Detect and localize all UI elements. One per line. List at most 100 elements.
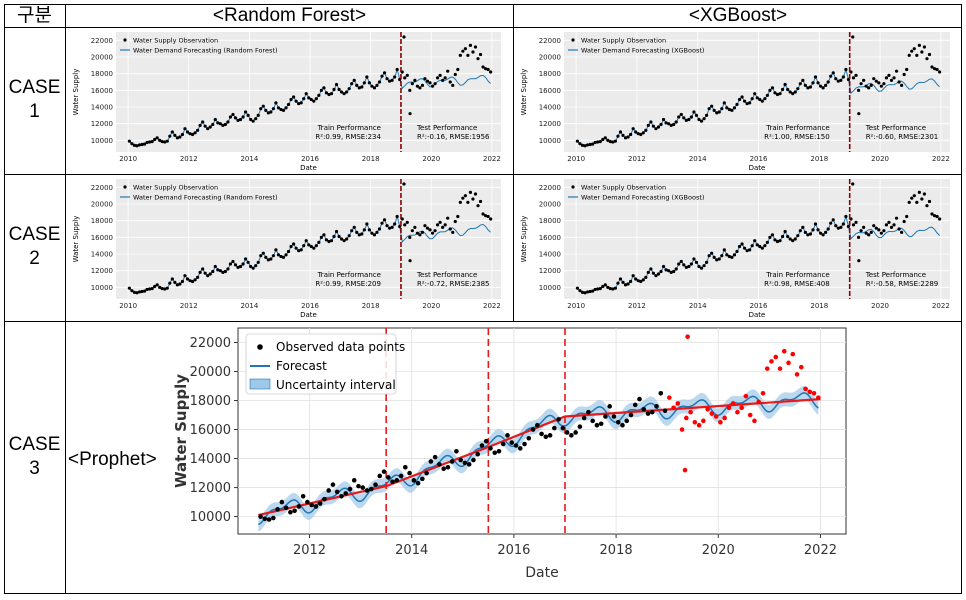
- observation-point: [163, 287, 167, 291]
- legend-forecast-label: Water Demand Forecasting (XGBoost): [581, 47, 704, 55]
- observation-point: [834, 224, 838, 228]
- observation-point: [410, 229, 414, 233]
- observation-point: [745, 102, 749, 106]
- observation-point: [370, 231, 374, 235]
- observation-point: [218, 269, 222, 273]
- observation-point: [319, 88, 323, 92]
- x-tick-label: 2010: [567, 155, 585, 163]
- observation-point: [629, 279, 633, 284]
- observation-point: [213, 117, 217, 122]
- observation-point: [180, 279, 185, 284]
- observation-point: [677, 115, 681, 119]
- x-tick-label: 2020: [702, 543, 735, 558]
- observation-point: [350, 82, 354, 86]
- observation-point: [613, 286, 618, 290]
- y-tick-label: 14000: [539, 251, 561, 259]
- observation-point: [435, 223, 440, 227]
- observation-point: [778, 239, 782, 243]
- observation-point: [489, 217, 493, 221]
- observation-point: [907, 53, 911, 57]
- observation-point: [279, 107, 283, 112]
- observation-point: [140, 142, 144, 147]
- observation-point: [601, 137, 605, 142]
- test-observation-point: [667, 395, 672, 400]
- observation-point: [420, 83, 425, 87]
- test-observation-point: [752, 418, 757, 424]
- observation-point: [147, 287, 152, 291]
- observation-point: [405, 220, 409, 224]
- test-observation-point: [735, 409, 740, 415]
- observation-point: [289, 97, 293, 102]
- observation-point: [826, 80, 830, 84]
- observation-point: [699, 119, 704, 123]
- y-tick-label: 12000: [91, 267, 113, 275]
- observation-point: [188, 132, 192, 136]
- observation-point: [300, 493, 306, 499]
- observation-point: [471, 457, 476, 463]
- y-tick-label: 16000: [91, 87, 113, 95]
- observation-point: [390, 78, 394, 82]
- observation-point: [155, 283, 159, 287]
- observation-point: [824, 230, 828, 234]
- observation-point: [753, 239, 757, 243]
- case3-label-number: 3: [29, 457, 40, 479]
- legend-observation-label: Water Supply Observation: [581, 37, 666, 45]
- observation-point: [135, 144, 139, 148]
- observation-point: [394, 478, 400, 483]
- observation-point: [626, 282, 630, 286]
- observation-point: [813, 222, 818, 226]
- observation-point: [667, 122, 671, 126]
- observation-point: [461, 196, 465, 200]
- table-divider: [4, 27, 962, 28]
- observation-point: [309, 502, 314, 508]
- observation-point: [236, 265, 240, 269]
- header-random-forest: <Random Forest>: [212, 5, 367, 26]
- observation-point: [165, 286, 169, 290]
- x-tick-label: 2016: [301, 302, 319, 310]
- observation-point: [132, 290, 137, 294]
- observation-point: [753, 92, 757, 96]
- train-performance-title: Train Performance: [317, 271, 381, 279]
- observation-point: [372, 233, 377, 237]
- observation-point: [226, 267, 230, 271]
- observation-point: [669, 270, 673, 274]
- observation-point: [233, 263, 238, 267]
- observation-point: [415, 84, 419, 88]
- observation-point: [659, 269, 663, 274]
- observation-point: [486, 67, 490, 72]
- observation-point: [350, 229, 354, 233]
- observation-point: [375, 83, 379, 87]
- y-tick-label: 20000: [539, 201, 561, 209]
- case1-label-word: CASE: [8, 77, 61, 98]
- observation-point: [355, 83, 359, 87]
- observation-point: [382, 218, 387, 222]
- observation-point: [286, 249, 291, 254]
- observation-point: [867, 86, 871, 90]
- observation-point: [385, 224, 389, 228]
- observation-point: [291, 242, 296, 246]
- observation-point: [173, 133, 177, 137]
- observation-point: [905, 214, 909, 219]
- observation-point: [682, 263, 686, 267]
- observation-point: [193, 278, 197, 282]
- table-divider: [4, 174, 962, 175]
- observation-point: [261, 104, 265, 108]
- y-tick-label: 18000: [91, 70, 113, 78]
- observation-point: [859, 229, 863, 233]
- observation-point: [468, 43, 473, 47]
- observation-point: [135, 291, 139, 295]
- legend-observation-marker: [571, 38, 575, 42]
- observation-point: [274, 101, 278, 105]
- observation-point: [302, 97, 306, 101]
- observation-point: [740, 95, 744, 99]
- observation-point: [654, 127, 658, 131]
- observation-point: [783, 82, 787, 87]
- observation-point: [160, 139, 164, 144]
- observation-point: [649, 120, 653, 124]
- x-tick-label: 2012: [628, 302, 646, 310]
- observation-point: [778, 92, 782, 96]
- observation-point: [428, 228, 432, 232]
- test-performance-metrics: R²:-0.58, RMSE:2289: [866, 280, 939, 288]
- observation-point: [211, 269, 215, 274]
- observation-point: [618, 130, 623, 134]
